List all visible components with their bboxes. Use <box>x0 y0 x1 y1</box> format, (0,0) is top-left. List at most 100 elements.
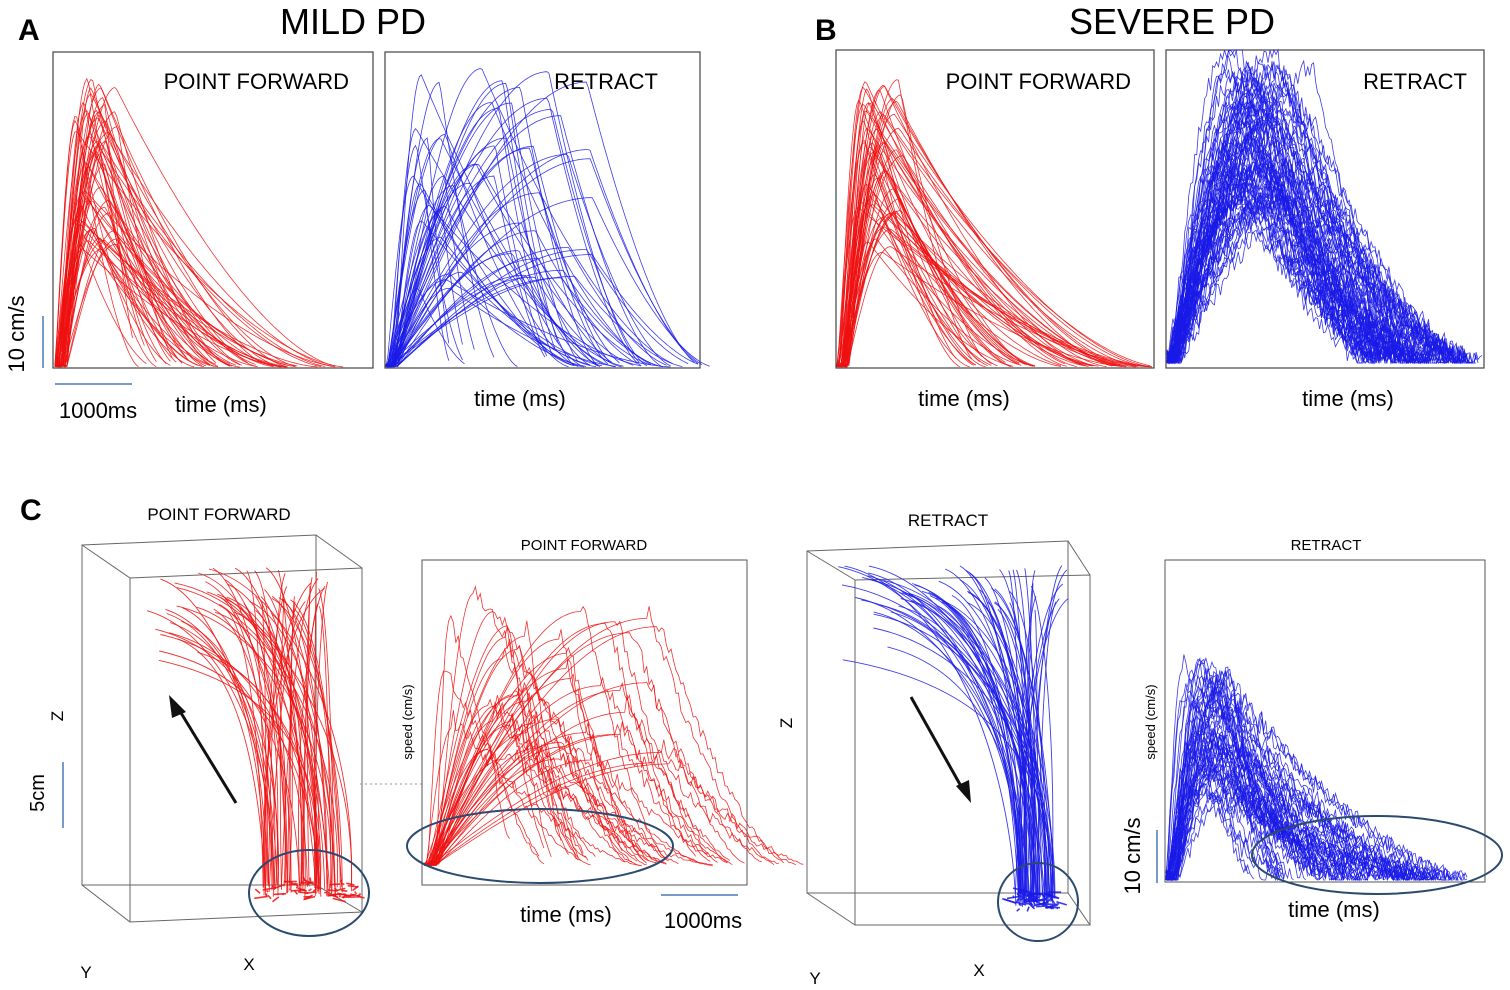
trace <box>385 137 450 367</box>
trace <box>423 632 745 867</box>
trace <box>1166 103 1416 364</box>
trace <box>1166 84 1447 365</box>
trace <box>836 141 957 367</box>
highlight-ellipse <box>997 862 1079 942</box>
trace <box>836 228 1139 367</box>
trace <box>54 79 183 366</box>
trace <box>423 749 713 867</box>
trace <box>385 249 689 367</box>
trajectory <box>912 583 1038 903</box>
highlight-ellipse <box>248 849 370 937</box>
trace <box>54 111 217 368</box>
trajectory <box>182 607 268 885</box>
trajectory <box>1027 569 1068 897</box>
trajectory-base <box>345 894 356 897</box>
trajectory-base <box>1016 893 1023 899</box>
subtitle-b-retract: RETRACT <box>1363 69 1467 94</box>
trajectory-base <box>332 897 346 903</box>
plot-frame <box>384 51 701 369</box>
trace <box>1166 64 1455 364</box>
trace <box>1166 65 1419 364</box>
trajectory-base <box>254 888 261 894</box>
trace <box>1166 764 1430 881</box>
trace <box>423 702 667 865</box>
trace <box>385 137 575 367</box>
trajectory <box>169 622 280 891</box>
axis-label-z: Z <box>777 718 796 728</box>
trajectory-base <box>1027 896 1040 901</box>
trace <box>423 718 545 867</box>
trace <box>423 644 638 866</box>
trace <box>423 742 647 867</box>
trajectory <box>873 611 1025 905</box>
title-mild-pd: MILD PD <box>280 1 426 42</box>
trace <box>836 127 1117 367</box>
trace <box>423 625 552 865</box>
trajectory <box>929 595 1022 903</box>
trajectory <box>1014 583 1064 894</box>
trace <box>54 248 288 368</box>
trace <box>54 109 209 367</box>
trace <box>1166 668 1320 882</box>
trace <box>836 170 1115 368</box>
trace <box>1166 192 1431 365</box>
trajectory-base <box>1036 905 1047 908</box>
axis-label-z: Z <box>48 711 67 721</box>
trajectory <box>318 606 333 897</box>
trace <box>1166 658 1324 881</box>
trace <box>1166 734 1468 882</box>
trajectory <box>255 610 303 894</box>
trace <box>836 246 1143 368</box>
trace <box>385 102 579 368</box>
trace <box>385 275 683 367</box>
trajectory-base <box>339 879 343 883</box>
trajectory <box>176 587 338 888</box>
panel-b-retract: RETRACT time (ms) <box>1165 48 1485 411</box>
trace <box>54 227 171 368</box>
axis-label-x: X <box>973 961 984 980</box>
trace <box>54 162 274 367</box>
trace <box>423 629 623 867</box>
trajectory <box>282 598 328 885</box>
trace <box>424 718 625 866</box>
trace <box>385 97 642 367</box>
trace <box>385 230 638 368</box>
xlabel-c-retract-speed: time (ms) <box>1288 897 1380 922</box>
trace <box>54 77 157 367</box>
trace <box>54 200 296 368</box>
trace <box>385 115 662 368</box>
scale-label-y: 10 cm/s <box>1120 817 1145 894</box>
trajectory-base <box>1015 901 1027 906</box>
trace <box>385 68 673 368</box>
trace <box>1166 681 1438 882</box>
trajectory <box>279 598 285 890</box>
trace <box>54 197 217 368</box>
trace <box>385 190 450 367</box>
trace <box>54 87 336 367</box>
trajectory <box>951 595 1023 907</box>
trace <box>54 243 177 368</box>
trace <box>836 170 1018 367</box>
trace <box>836 217 992 367</box>
traces-b-forward <box>836 79 1153 368</box>
axis-label-y: Y <box>809 969 820 988</box>
panel-a-retract: RETRACT time (ms) <box>384 51 710 411</box>
trajectory <box>255 596 287 884</box>
trace <box>385 153 671 368</box>
trace <box>385 163 634 368</box>
panel-c-forward-3d: POINT FORWARD Z X Y 5cm <box>27 505 370 982</box>
traces-a-retract <box>385 68 710 368</box>
trajectory <box>890 611 1034 904</box>
trajectory-base <box>304 891 317 895</box>
trace <box>836 203 1123 367</box>
trace <box>54 87 288 368</box>
panel-letter-b: B <box>815 14 837 47</box>
trace <box>836 81 1067 367</box>
plot-frame <box>52 51 374 369</box>
trace <box>423 620 709 866</box>
trajectory-base <box>288 883 298 886</box>
scale-label-y: 10 cm/s <box>4 295 29 372</box>
trace <box>836 111 1135 368</box>
trajectory-base <box>308 888 312 892</box>
trajectory <box>880 604 1040 904</box>
